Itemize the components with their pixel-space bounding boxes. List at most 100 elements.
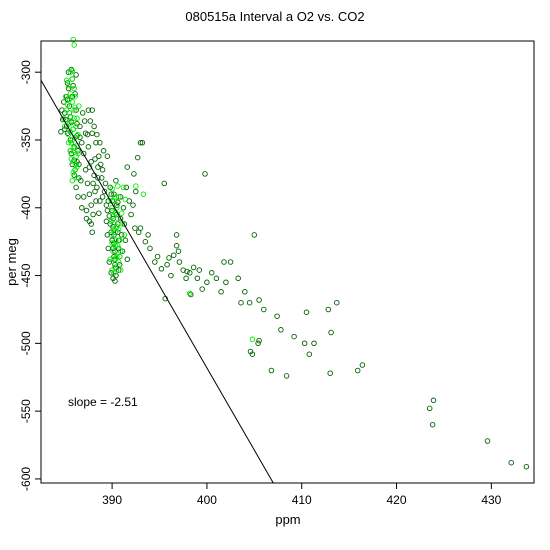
data-point <box>90 211 96 218</box>
data-point <box>152 259 158 265</box>
data-point <box>111 270 117 276</box>
data-point <box>65 131 72 138</box>
data-point <box>70 148 76 154</box>
data-point <box>87 118 94 124</box>
data-point <box>173 232 180 238</box>
data-point <box>120 205 127 211</box>
data-point <box>75 131 81 138</box>
data-point <box>66 120 73 127</box>
data-point <box>108 270 114 276</box>
data-point <box>187 290 193 296</box>
data-point <box>97 161 104 168</box>
data-point <box>213 275 220 282</box>
x-tick-label: 430 <box>481 493 501 507</box>
data-point <box>306 351 313 357</box>
data-point <box>74 164 80 170</box>
data-point <box>176 259 183 265</box>
data-point <box>76 103 82 109</box>
data-point <box>65 139 72 146</box>
data-point <box>121 232 128 238</box>
data-point <box>116 261 123 268</box>
data-point <box>67 148 74 154</box>
data-point <box>256 297 262 303</box>
data-point <box>79 205 85 211</box>
data-point <box>154 253 161 260</box>
data-point <box>115 183 121 189</box>
data-point <box>71 115 77 122</box>
data-point <box>429 421 436 428</box>
data-point <box>83 215 90 222</box>
data-point <box>95 175 101 181</box>
data-point <box>196 267 203 273</box>
data-point <box>98 175 105 181</box>
data-point <box>61 99 67 105</box>
data-point <box>311 340 317 347</box>
data-point <box>131 171 137 177</box>
data-point <box>89 130 95 136</box>
data-point <box>96 153 102 159</box>
y-tick-label: -300 <box>19 60 33 84</box>
data-point <box>114 202 120 208</box>
y-tick-label: -400 <box>19 195 33 219</box>
regression-line <box>40 80 274 484</box>
data-point <box>80 150 87 157</box>
data-point <box>122 196 129 203</box>
data-point <box>124 256 131 263</box>
data-point <box>70 82 76 89</box>
data-point <box>103 218 110 225</box>
data-point <box>69 161 76 168</box>
data-point <box>117 215 124 222</box>
data-point <box>161 180 168 187</box>
data-point <box>83 207 90 214</box>
data-point <box>107 221 113 227</box>
data-point <box>116 237 123 244</box>
y-tick-label: -450 <box>19 263 33 287</box>
data-point <box>64 80 71 86</box>
data-point <box>72 93 78 100</box>
data-point <box>147 245 153 252</box>
data-point <box>123 184 130 191</box>
data-point <box>135 229 142 235</box>
data-point <box>140 191 147 197</box>
data-point <box>69 177 76 184</box>
data-point <box>97 198 103 204</box>
data-point <box>107 256 113 263</box>
data-point <box>79 110 86 116</box>
data-point <box>121 221 128 227</box>
data-point <box>187 270 193 276</box>
data-point <box>137 139 144 146</box>
data-point <box>130 202 136 208</box>
data-point <box>71 85 77 92</box>
data-point <box>74 115 80 122</box>
data-points <box>58 36 530 470</box>
data-point <box>80 194 87 200</box>
data-point <box>188 291 194 298</box>
data-point <box>430 397 437 404</box>
data-point <box>68 139 75 146</box>
x-tick-label: 400 <box>197 493 217 507</box>
data-point <box>65 85 72 92</box>
chart-title: 080515a Interval a O2 vs. CO2 <box>185 9 364 24</box>
data-point <box>94 131 100 138</box>
data-point <box>426 405 433 412</box>
data-point <box>109 240 115 246</box>
data-point <box>71 172 77 178</box>
data-point <box>278 327 284 333</box>
data-point <box>117 267 124 273</box>
data-point <box>354 367 361 374</box>
data-point <box>166 255 172 261</box>
data-point <box>70 126 76 132</box>
data-point <box>113 177 119 184</box>
data-point <box>268 367 275 374</box>
data-point <box>88 158 94 165</box>
data-point <box>70 169 76 176</box>
data-point <box>69 76 76 82</box>
data-point <box>105 245 112 252</box>
data-point <box>69 137 76 143</box>
data-point <box>66 96 73 103</box>
data-point <box>115 242 121 249</box>
data-point <box>70 36 76 43</box>
data-point <box>238 299 244 306</box>
data-point <box>115 215 121 222</box>
data-point <box>91 123 97 130</box>
